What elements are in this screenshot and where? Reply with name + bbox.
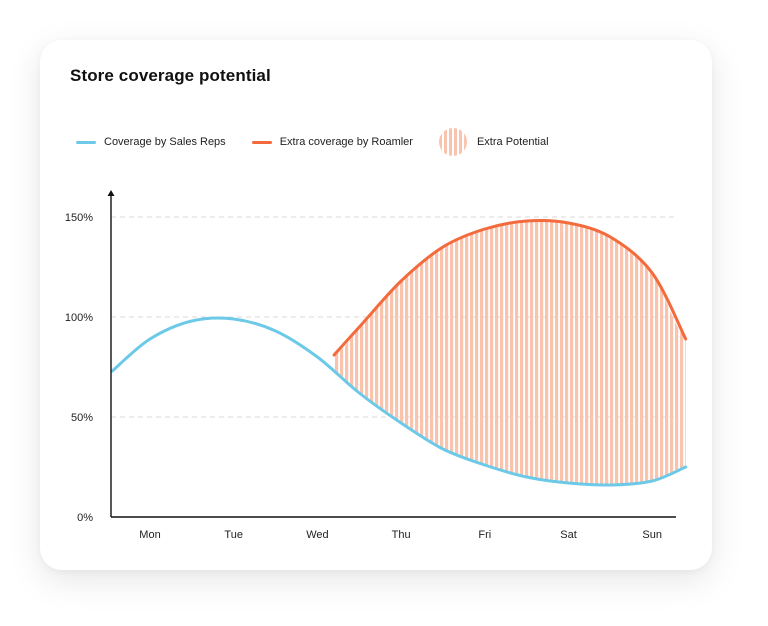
- x-tick-label: Mon: [139, 529, 160, 541]
- y-axis-arrow: [107, 190, 115, 196]
- chart-title: Store coverage potential: [70, 66, 271, 85]
- extra-potential-area: [334, 220, 686, 486]
- x-tick-label: Thu: [392, 529, 411, 541]
- legend-item-roamler: Extra coverage by Roamler: [251, 136, 413, 148]
- x-tick-label: Tue: [224, 529, 243, 541]
- y-tick-labels: 0% 50% 100% 150%: [65, 212, 93, 524]
- y-tick-label: 100%: [65, 312, 93, 324]
- x-tick-label: Sat: [560, 529, 577, 541]
- legend-item-sales-reps: Coverage by Sales Reps: [76, 136, 226, 148]
- legend-swatch-extra-potential: [438, 128, 467, 156]
- legend-label-roamler: Extra coverage by Roamler: [279, 136, 413, 148]
- legend-label-extra-potential: Extra Potential: [476, 136, 549, 148]
- y-tick-label: 150%: [65, 212, 93, 224]
- legend-label-sales-reps: Coverage by Sales Reps: [104, 136, 226, 148]
- legend: Coverage by Sales Reps Extra coverage by…: [76, 128, 575, 156]
- legend-item-extra-potential: Extra Potential: [438, 128, 549, 156]
- x-tick-label: Fri: [478, 529, 491, 541]
- x-tick-labels: Mon Tue Wed Thu Fri Sat Sun: [139, 529, 662, 541]
- roamler-line: [332, 218, 688, 357]
- x-tick-label: Sun: [642, 529, 662, 541]
- y-tick-label: 50%: [71, 412, 93, 424]
- y-tick-label: 0%: [77, 512, 93, 524]
- legend-swatch-sales-reps: [76, 140, 96, 144]
- x-tick-label: Wed: [306, 529, 328, 541]
- axes: [107, 190, 676, 518]
- sales-reps-line: [111, 316, 688, 487]
- legend-swatch-roamler: [251, 140, 272, 144]
